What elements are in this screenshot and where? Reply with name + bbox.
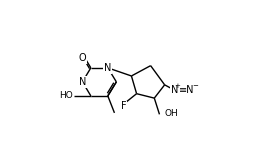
Text: N: N bbox=[170, 84, 178, 95]
Text: OH: OH bbox=[164, 109, 178, 118]
Text: F: F bbox=[121, 101, 126, 111]
Text: O: O bbox=[78, 53, 86, 63]
Text: ≡N: ≡N bbox=[179, 84, 195, 95]
Text: −: − bbox=[192, 83, 198, 89]
Text: N: N bbox=[104, 63, 112, 73]
Text: N: N bbox=[79, 77, 86, 87]
Text: HO: HO bbox=[59, 91, 72, 100]
Text: +: + bbox=[174, 83, 180, 89]
